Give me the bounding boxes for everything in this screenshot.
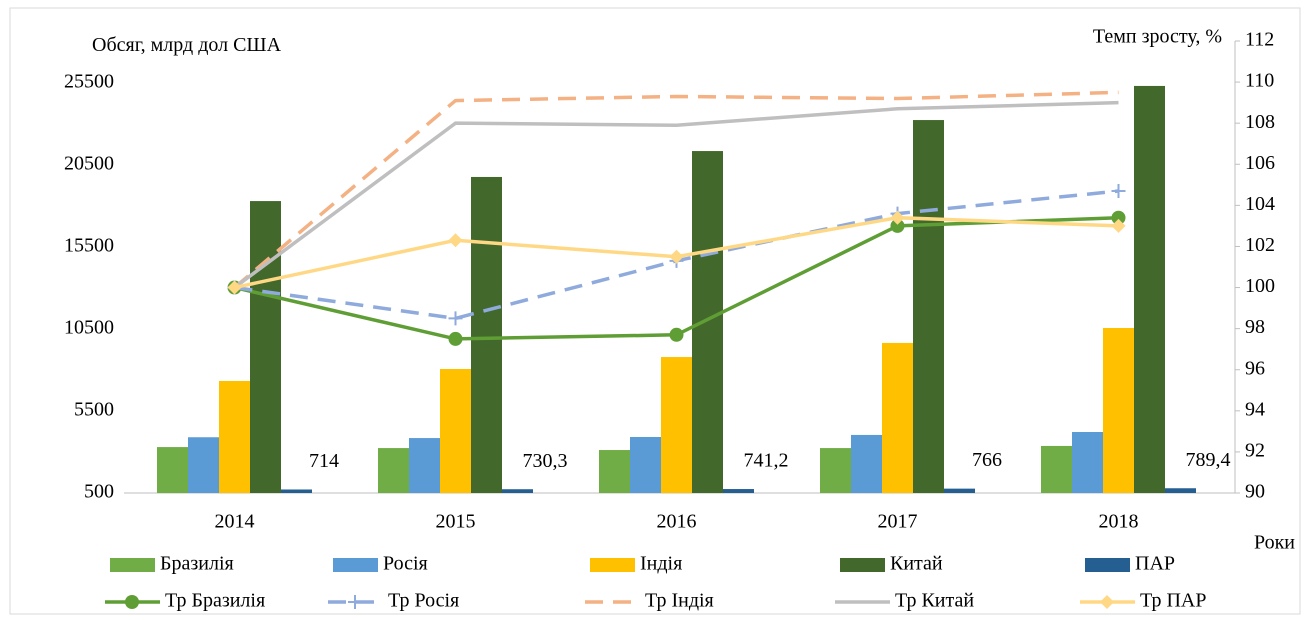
data-label: 741,2	[744, 450, 789, 472]
bar	[219, 380, 250, 493]
line-marker	[227, 280, 242, 295]
y-axis-label: Обсяг, млрд дол США	[92, 34, 282, 56]
bar	[661, 357, 692, 493]
line-marker	[1111, 218, 1126, 233]
bar	[157, 447, 188, 493]
legend-swatch	[1085, 558, 1130, 572]
bar	[281, 489, 312, 493]
bar	[1134, 85, 1165, 493]
line-marker	[669, 249, 684, 264]
bar	[502, 489, 533, 493]
y2-tick-label: 102	[1245, 234, 1275, 256]
legend-label: Тр Росія	[388, 590, 459, 612]
y2-tick-label: 90	[1245, 481, 1265, 503]
line-marker	[890, 210, 905, 225]
bar	[1041, 445, 1072, 493]
y2-tick-label: 94	[1245, 398, 1265, 420]
legend-label: ПАР	[1135, 553, 1175, 575]
line-marker	[890, 218, 905, 233]
x-axis-label: Роки	[1254, 532, 1295, 554]
y2-tick-label: 98	[1245, 316, 1265, 338]
y2-tick-label: 110	[1245, 70, 1274, 92]
line-marker	[1111, 183, 1126, 198]
y2-tick-label: 108	[1245, 111, 1275, 133]
x-tick-label: 2018	[1099, 511, 1139, 533]
y-tick-label: 15500	[64, 235, 114, 257]
line-series	[233, 90, 1119, 289]
bar	[471, 176, 502, 493]
legend-label: Тр Бразилія	[165, 590, 265, 612]
legend-swatch	[590, 558, 635, 572]
y2-axis-label: Темп зросту, %	[1093, 26, 1222, 48]
bar	[250, 201, 281, 493]
legend-marker	[125, 595, 139, 609]
y2-tick-label: 104	[1245, 193, 1275, 215]
line-marker	[448, 331, 463, 346]
data-label: 789,4	[1186, 449, 1231, 471]
bar	[1072, 431, 1103, 493]
bar	[1165, 488, 1196, 493]
x-tick-label: 2017	[878, 511, 918, 533]
y-tick-label: 20500	[64, 153, 114, 175]
legend-label: Бразилія	[160, 553, 234, 575]
bar	[599, 450, 630, 493]
y2-tick-label: 92	[1245, 440, 1265, 462]
legend-label: Тр ПАР	[1140, 590, 1206, 612]
x-tick-label: 2016	[657, 511, 697, 533]
y2-tick-label: 100	[1245, 275, 1275, 297]
legend-swatch	[840, 558, 885, 572]
legend-label: Росія	[383, 553, 428, 575]
legend-swatch	[110, 558, 155, 572]
y-tick-label: 5500	[74, 399, 114, 421]
line-marker	[1111, 210, 1126, 225]
bar	[944, 488, 975, 493]
legend-marker	[348, 595, 362, 609]
x-tick-label: 2014	[215, 511, 255, 533]
legend-label: Тр Китай	[895, 590, 974, 612]
bar	[378, 448, 409, 493]
bar	[409, 438, 440, 493]
legend-label: Тр Індія	[645, 590, 714, 612]
bar	[913, 120, 944, 494]
legend-marker	[1100, 595, 1114, 609]
bar	[820, 448, 851, 493]
y-tick-label: 10500	[64, 317, 114, 339]
bar	[630, 436, 661, 493]
line-marker	[448, 311, 463, 326]
bar	[1103, 328, 1134, 493]
line-marker	[669, 327, 684, 342]
y2-tick-label: 112	[1245, 29, 1274, 51]
bar	[440, 369, 471, 493]
bar	[851, 434, 882, 493]
bar	[723, 489, 754, 493]
line-series	[234, 215, 1119, 341]
y2-tick-label: 106	[1245, 152, 1275, 174]
data-label: 714	[309, 450, 339, 472]
bar	[692, 151, 723, 493]
y-tick-label: 500	[84, 481, 114, 503]
chart-frame	[9, 7, 1301, 615]
y2-tick-label: 96	[1245, 357, 1265, 379]
bar	[188, 437, 219, 493]
data-label: 730,3	[523, 450, 568, 472]
y-tick-label: 25500	[64, 71, 114, 93]
data-label: 766	[972, 449, 1002, 471]
line-series	[233, 100, 1119, 289]
x-tick-label: 2015	[436, 511, 476, 533]
legend-label: Китай	[890, 553, 943, 575]
line-marker	[448, 233, 463, 248]
legend-swatch	[333, 558, 378, 572]
bar	[882, 342, 913, 493]
legend-label: Індія	[640, 553, 682, 575]
